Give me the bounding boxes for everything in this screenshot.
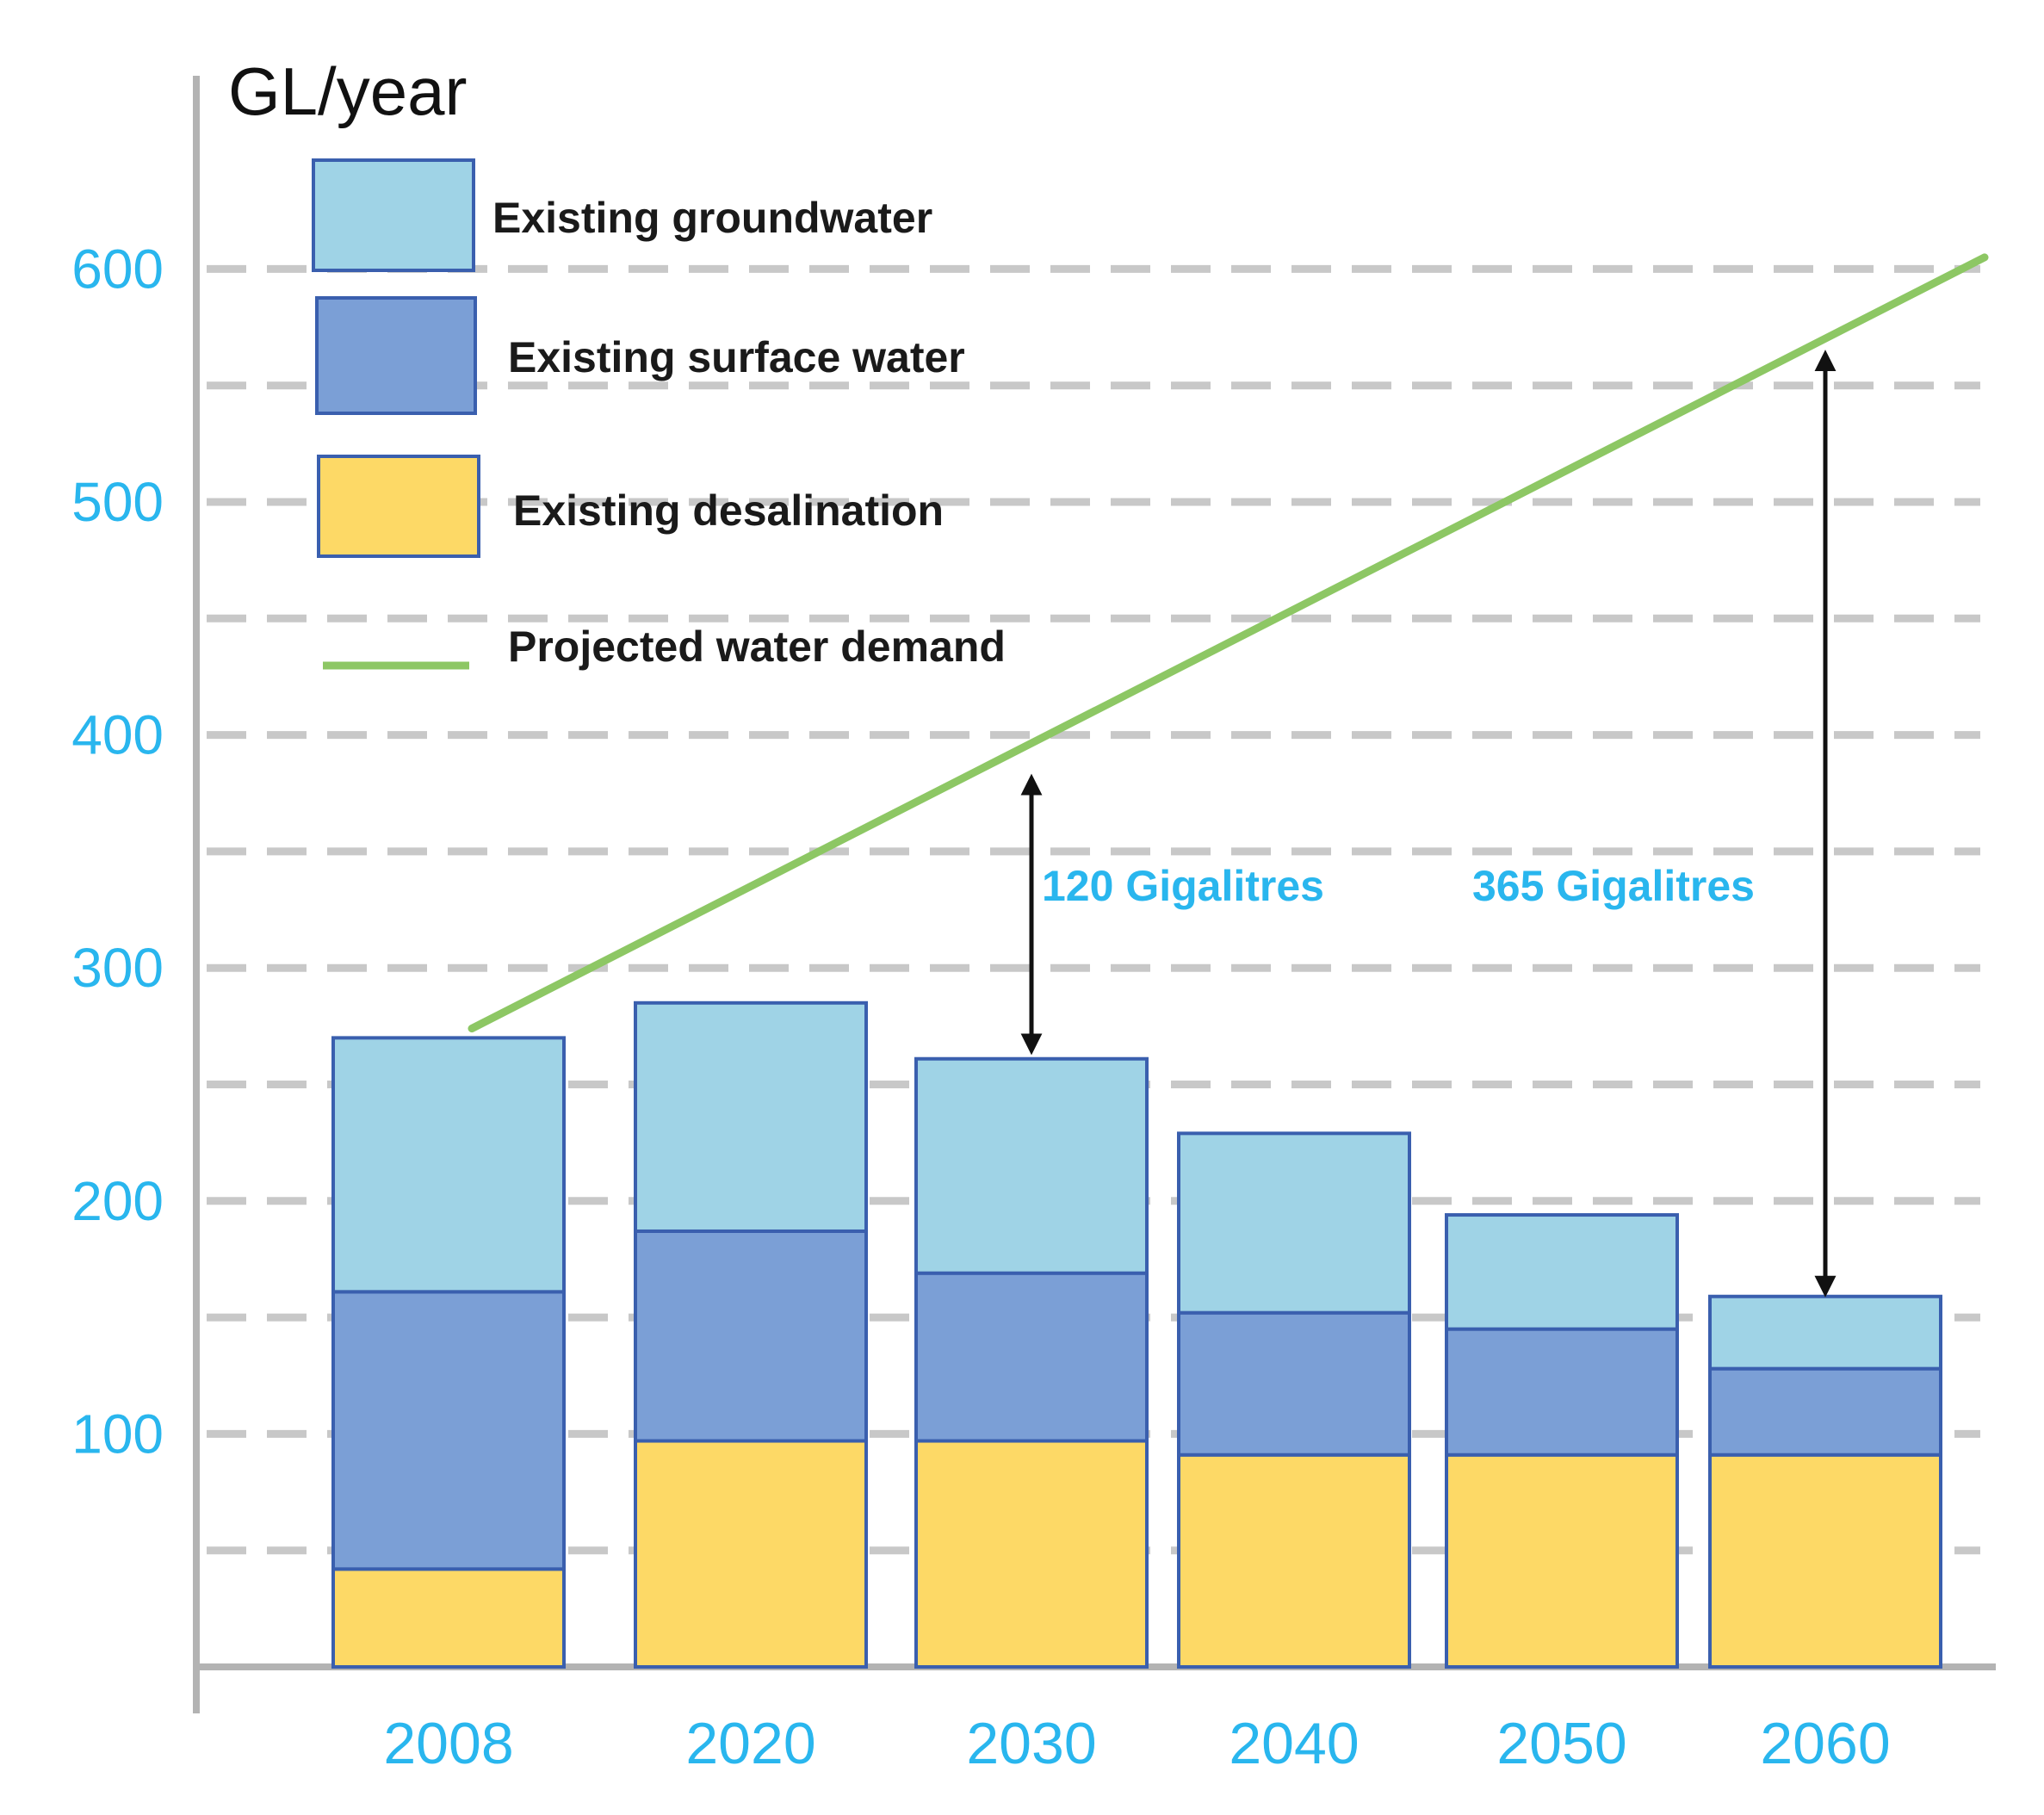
gap-label-2060: 365 Gigalitres: [1472, 862, 1755, 910]
legend-swatch-desalination: [317, 455, 480, 558]
gap-label-2030: 120 Gigalitres: [1042, 862, 1324, 910]
bar-desalination-2040: [1177, 1453, 1411, 1669]
legend: Existing groundwater Existing surface wat…: [312, 158, 1006, 671]
y-tick-label-400: 400: [71, 704, 164, 766]
legend-label-desalination: Existing desalination: [513, 486, 944, 535]
demand-line: [468, 253, 1989, 1033]
bar-surface-water-2030: [914, 1271, 1149, 1443]
y-tick-label-600: 600: [71, 238, 164, 300]
bar-surface-water-2020: [634, 1229, 868, 1443]
bar-surface-water-2060: [1708, 1366, 1942, 1457]
legend-label-surface-water: Existing surface water: [508, 333, 965, 381]
x-tick-label-2020: 2020: [685, 1711, 815, 1776]
y-tick-labels: 100 200 300 400 500 600: [71, 238, 164, 1465]
stacked-bars: [331, 1000, 1942, 1669]
gridlines: [207, 264, 1980, 1555]
bar-groundwater-2050: [1445, 1213, 1679, 1331]
gap-annotations: 120 Gigalitres 365 Gigalitres: [1020, 350, 1837, 1298]
x-tick-label-2008: 2008: [383, 1711, 513, 1776]
bar-groundwater-2060: [1708, 1294, 1942, 1371]
x-tick-label-2040: 2040: [1229, 1711, 1359, 1776]
bar-surface-water-2008: [331, 1290, 566, 1571]
legend-label-groundwater: Existing groundwater: [492, 194, 932, 242]
bar-groundwater-2040: [1177, 1131, 1411, 1315]
bar-groundwater-2030: [914, 1056, 1149, 1275]
bar-groundwater-2008: [331, 1036, 566, 1294]
bar-desalination-2060: [1708, 1453, 1942, 1669]
bar-desalination-2008: [331, 1567, 566, 1669]
bar-desalination-2020: [634, 1439, 868, 1669]
y-axis-title: GL/year: [228, 53, 467, 129]
legend-label-demand: Projected water demand: [508, 623, 1006, 671]
x-tick-labels: 2008 2020 2030 2040 2050 2060: [383, 1711, 1890, 1776]
y-tick-label-300: 300: [71, 937, 164, 999]
bar-surface-water-2050: [1445, 1327, 1679, 1457]
bar-desalination-2050: [1445, 1453, 1679, 1669]
x-tick-label-2050: 2050: [1496, 1711, 1626, 1776]
y-tick-label-500: 500: [71, 471, 164, 533]
x-tick-label-2030: 2030: [966, 1711, 1096, 1776]
bar-groundwater-2020: [634, 1000, 868, 1233]
x-tick-label-2060: 2060: [1760, 1711, 1890, 1776]
y-tick-label-200: 200: [71, 1170, 164, 1232]
legend-swatch-surface-water: [315, 296, 477, 415]
demand-line-group: [468, 253, 1989, 1033]
bar-surface-water-2040: [1177, 1310, 1411, 1457]
legend-swatch-groundwater: [312, 158, 475, 272]
y-tick-label-100: 100: [71, 1403, 164, 1465]
bar-desalination-2030: [914, 1439, 1149, 1669]
